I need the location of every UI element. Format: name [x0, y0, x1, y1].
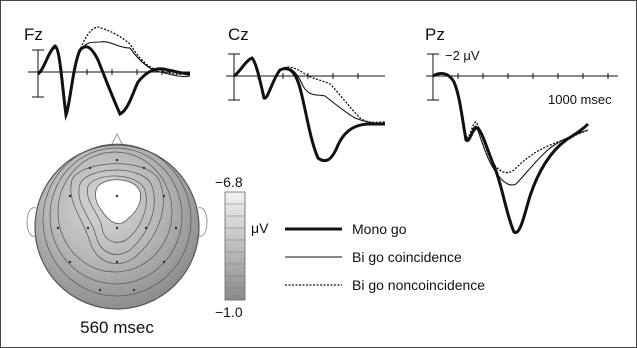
head-ear-right — [197, 207, 208, 237]
electrode-label-cz: Cz — [228, 25, 249, 44]
panel-fz: Fz — [24, 25, 191, 121]
colorbar-max-label: −6.8 — [215, 174, 243, 190]
legend-label-bi-go-coincidence: Bi go coincidence — [352, 249, 462, 265]
electrode-label-pz: Pz — [425, 25, 445, 44]
electrode-label-fz: Fz — [24, 25, 43, 44]
time-scale-label: 1000 msec — [548, 92, 612, 107]
waveform-cz-dotted — [233, 57, 386, 123]
waveform-pz-thick — [432, 72, 590, 234]
waveform-fz-thick — [36, 44, 191, 121]
legend-label-mono-go: Mono go — [352, 221, 407, 237]
colorbar-unit-label: μV — [251, 220, 269, 236]
legend: Mono go Bi go coincidence Bi go noncoinc… — [285, 221, 485, 293]
topomap-time-label: 560 msec — [80, 318, 154, 337]
waveform-cz-thick — [233, 56, 385, 163]
colorbar-scale — [224, 191, 246, 301]
head-ear-left — [26, 207, 37, 237]
panel-cz: Cz — [226, 25, 386, 163]
legend-label-bi-go-noncoincidence: Bi go noncoincidence — [352, 277, 485, 293]
topomap-focus — [95, 179, 141, 224]
topomap: 560 msec — [26, 132, 208, 337]
amplitude-scale-label: −2 μV — [445, 48, 480, 63]
panel-pz: Pz −2 μV 1000 msec — [425, 25, 618, 234]
colorbar-min-label: −1.0 — [215, 304, 243, 320]
colorbar: −6.8 μV −1.0 — [215, 174, 269, 320]
